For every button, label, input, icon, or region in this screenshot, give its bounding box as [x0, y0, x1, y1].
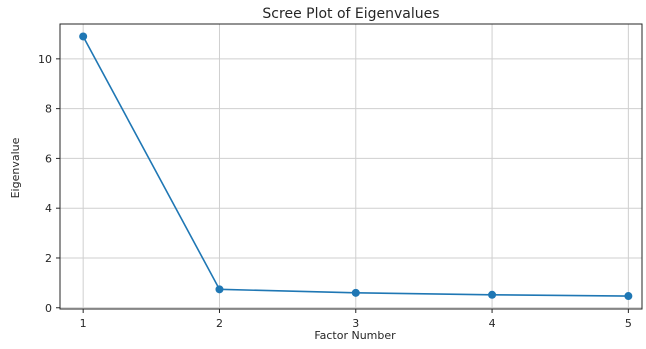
data-point [215, 285, 224, 294]
y-tick-label: 6 [45, 152, 52, 165]
data-point [79, 32, 88, 41]
data-point [624, 292, 633, 301]
y-tick-label: 8 [45, 103, 52, 116]
plot-frame [59, 23, 643, 310]
y-tick-label: 2 [45, 252, 52, 265]
y-tick-label: 10 [38, 53, 52, 66]
tick-layer: 1 2 3 4 5 0 2 4 6 8 10 [38, 53, 632, 330]
x-tick-label: 4 [489, 317, 496, 330]
x-tick-label: 1 [80, 317, 87, 330]
grid-layer [60, 24, 642, 309]
y-tick-label: 4 [45, 202, 52, 215]
data-point [488, 290, 497, 299]
x-axis-title: Factor Number [314, 329, 396, 342]
x-tick-label: 2 [216, 317, 223, 330]
data-point [351, 288, 360, 297]
chart-title: Scree Plot of Eigenvalues [262, 6, 439, 22]
series-layer [79, 32, 633, 301]
y-tick-label: 0 [45, 302, 52, 315]
y-axis-title: Eigenvalue [9, 137, 22, 198]
x-tick-label: 3 [352, 317, 359, 330]
x-tick-label: 5 [625, 317, 632, 330]
